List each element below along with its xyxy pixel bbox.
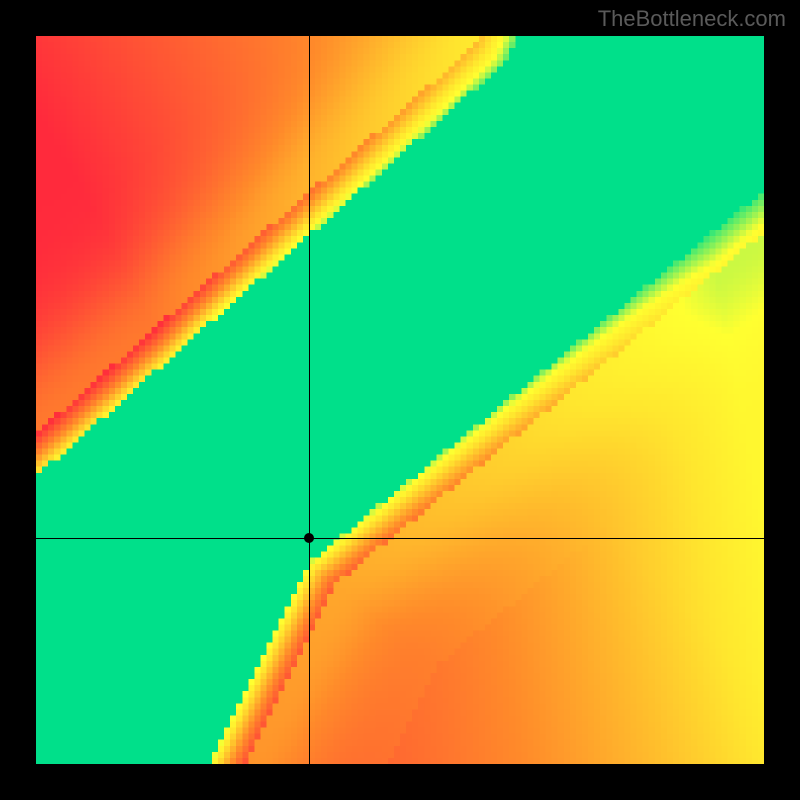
crosshair-horizontal — [36, 538, 764, 539]
watermark-text: TheBottleneck.com — [598, 6, 786, 32]
plot-frame — [0, 0, 800, 800]
chart-container: TheBottleneck.com — [0, 0, 800, 800]
crosshair-vertical — [309, 36, 310, 764]
